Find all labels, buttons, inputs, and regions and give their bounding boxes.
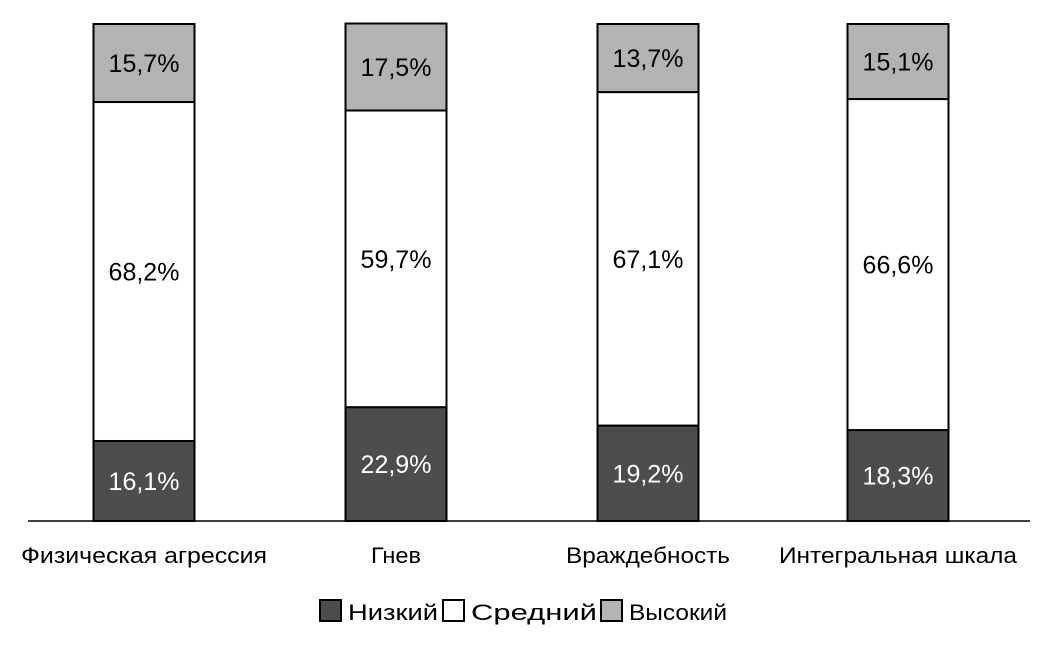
data-label: 68,2% — [109, 259, 180, 287]
x-tick-label: Гнев — [371, 543, 421, 568]
legend-swatch — [600, 599, 623, 622]
bars: 16,1% 68,2% 15,7% 22,9% 59,7% 17,5% 19,2% 67,1%… — [92, 22, 950, 523]
legend: Низкий Средний Высокий — [319, 599, 727, 625]
data-label: 18,3% — [863, 463, 934, 491]
bar-segment-Средний — [846, 98, 950, 432]
data-label: 15,1% — [863, 49, 934, 77]
data-label: 15,7% — [109, 50, 180, 78]
legend-label: Низкий — [348, 600, 438, 625]
bar-segment-Средний — [344, 109, 448, 409]
legend-swatch — [319, 599, 342, 622]
x-tick-label: Физическая агрессия — [21, 543, 267, 568]
data-label: 17,5% — [361, 54, 432, 82]
legend-label: Высокий — [629, 600, 727, 625]
x-tick-label: Враждебность — [566, 543, 730, 568]
legend-swatch — [442, 599, 465, 622]
bar-segment-Высокий — [344, 22, 448, 112]
legend-label: Средний — [471, 600, 597, 625]
data-label: 59,7% — [361, 246, 432, 274]
bar-segment-Низкий — [344, 406, 448, 523]
bar-segment-Высокий — [596, 23, 700, 94]
data-label: 67,1% — [613, 246, 684, 274]
data-label: 22,9% — [361, 451, 432, 479]
bar-segment-Средний — [92, 101, 196, 442]
data-label: 19,2% — [613, 460, 684, 488]
data-label: 66,6% — [863, 252, 934, 280]
bar-segment-Высокий — [846, 23, 950, 101]
bar-segment-Низкий — [92, 439, 196, 522]
bar-segment-Высокий — [92, 23, 196, 104]
bar-segment-Низкий — [846, 429, 950, 523]
data-label: 13,7% — [613, 45, 684, 73]
bar-segment-Средний — [596, 91, 700, 427]
x-tick-label: Интегральная шкала — [779, 543, 1018, 568]
data-label: 16,1% — [109, 468, 180, 496]
x-tick-labels: Физическая агрессия Гнев Враждебность Интег… — [21, 543, 1018, 568]
